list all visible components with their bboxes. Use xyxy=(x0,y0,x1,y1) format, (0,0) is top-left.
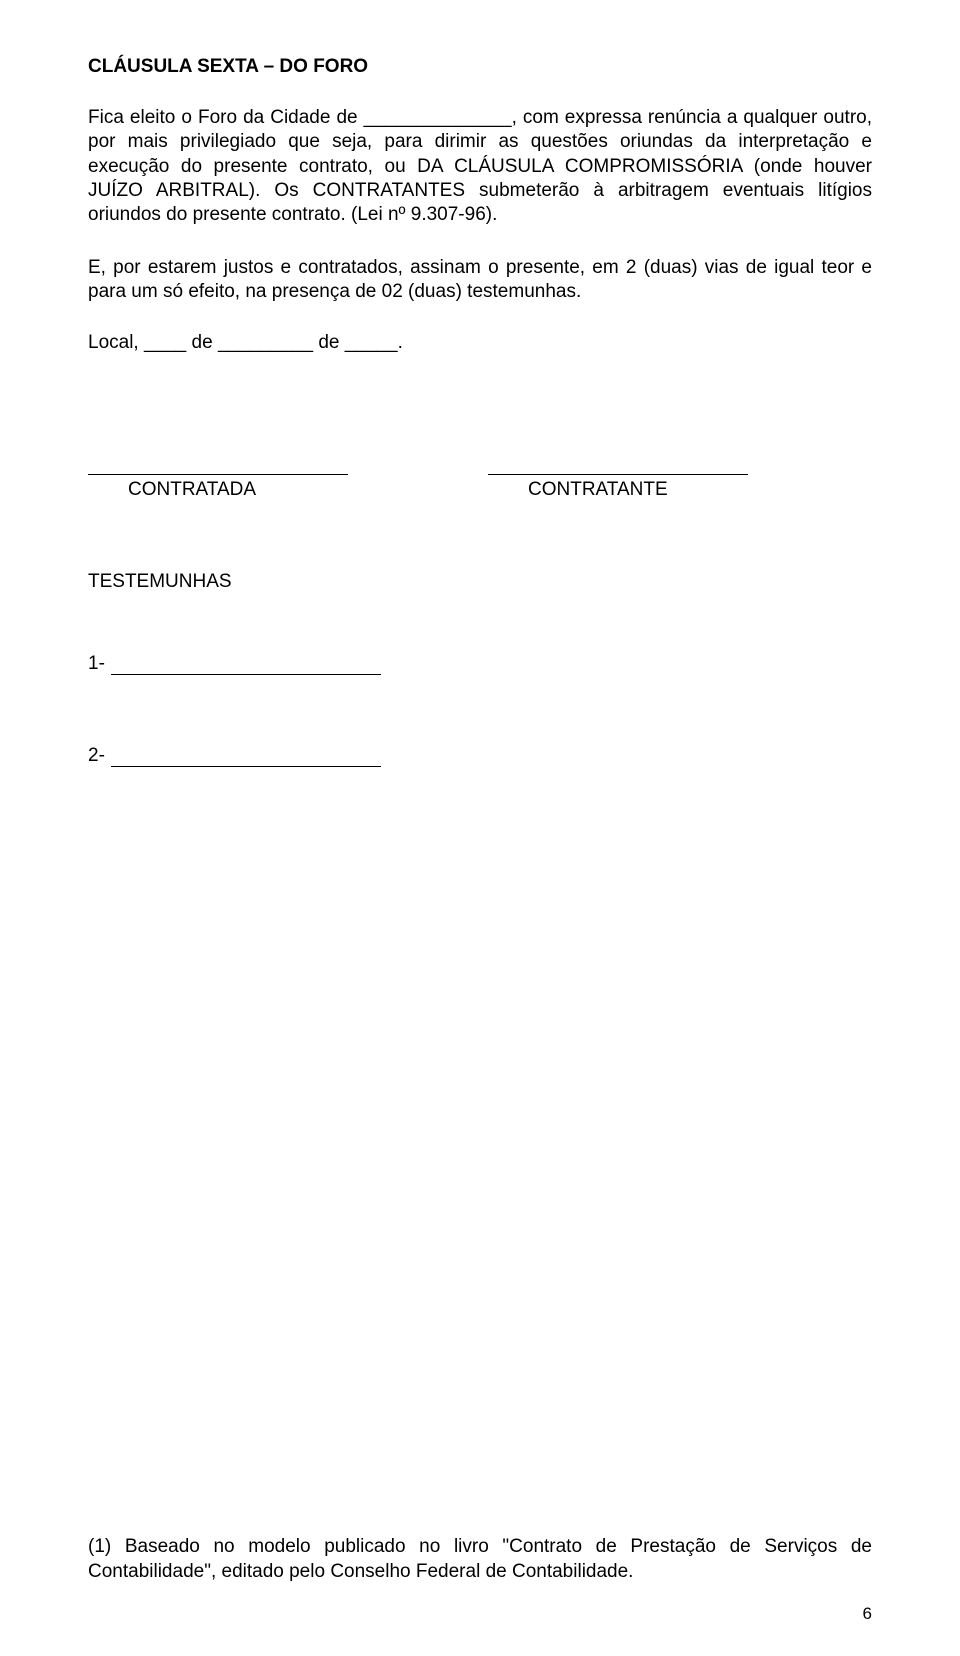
witness-number-1: 1- xyxy=(88,653,105,675)
signature-line xyxy=(88,474,348,475)
signature-contratante: CONTRATANTE xyxy=(488,474,748,501)
signature-row: CONTRATADA CONTRATANTE xyxy=(88,474,872,501)
witness-line-2: 2- xyxy=(88,745,872,767)
witnesses-heading: TESTEMUNHAS xyxy=(88,571,872,593)
paragraph-forum: Fica eleito o Foro da Cidade de ________… xyxy=(88,106,872,228)
witness-number-2: 2- xyxy=(88,745,105,767)
signature-label-contratada: CONTRATADA xyxy=(88,479,348,501)
page-number: 6 xyxy=(863,1604,872,1624)
witness-underline xyxy=(111,748,381,767)
witness-underline xyxy=(111,656,381,675)
signature-line xyxy=(488,474,748,475)
footnote-text: (1) Baseado no modelo publicado no livro… xyxy=(88,1535,872,1584)
date-line: Local, ____ de _________ de _____. xyxy=(88,332,872,354)
signature-contratada: CONTRATADA xyxy=(88,474,348,501)
clause-title: CLÁUSULA SEXTA – DO FORO xyxy=(88,56,872,78)
witness-line-1: 1- xyxy=(88,653,872,675)
paragraph-closing: E, por estarem justos e contratados, ass… xyxy=(88,256,872,305)
signature-label-contratante: CONTRATANTE xyxy=(488,479,748,501)
footnote-container: (1) Baseado no modelo publicado no livro… xyxy=(88,1535,872,1584)
